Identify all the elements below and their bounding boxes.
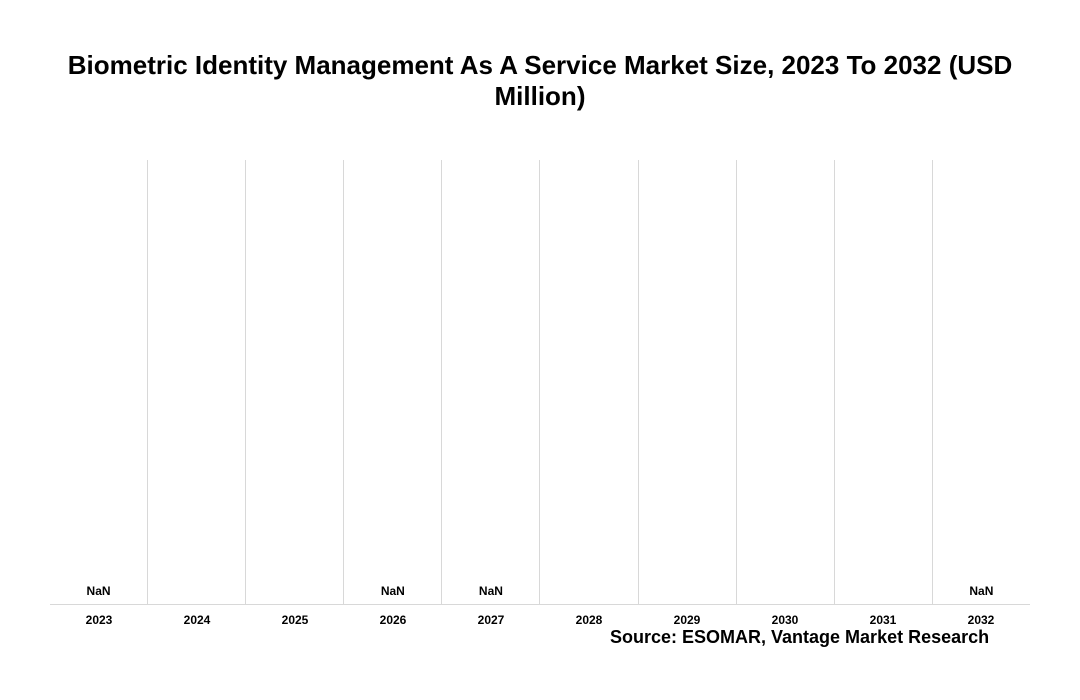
bar-column: NaN (50, 160, 148, 604)
x-tick-label: 2032 (932, 613, 1030, 627)
bar-column: NaN (442, 160, 540, 604)
bar-column: NaN (933, 160, 1030, 604)
x-tick-label: 2030 (736, 613, 834, 627)
bar-column (835, 160, 933, 604)
bar-value-label: NaN (87, 584, 111, 598)
bar-column (148, 160, 246, 604)
x-tick-label: 2023 (50, 613, 148, 627)
bar-column (639, 160, 737, 604)
x-tick-label: 2029 (638, 613, 736, 627)
x-tick-label: 2024 (148, 613, 246, 627)
x-tick-label: 2025 (246, 613, 344, 627)
x-axis-labels: 2023 2024 2025 2026 2027 2028 2029 2030 … (50, 613, 1030, 627)
bar-value-label: NaN (969, 584, 993, 598)
chart-title: Biometric Identity Management As A Servi… (50, 50, 1030, 112)
source-attribution: Source: ESOMAR, Vantage Market Research (610, 627, 989, 648)
x-tick-label: 2027 (442, 613, 540, 627)
x-tick-label: 2031 (834, 613, 932, 627)
x-tick-label: 2026 (344, 613, 442, 627)
chart-container: Biometric Identity Management As A Servi… (50, 50, 1030, 627)
bar-column (246, 160, 344, 604)
columns-row: NaN NaN NaN (50, 160, 1030, 604)
bar-value-label: NaN (381, 584, 405, 598)
plot-area: NaN NaN NaN (50, 160, 1030, 605)
bar-value-label: NaN (479, 584, 503, 598)
x-tick-label: 2028 (540, 613, 638, 627)
bar-column (737, 160, 835, 604)
bar-column (540, 160, 638, 604)
bar-column: NaN (344, 160, 442, 604)
